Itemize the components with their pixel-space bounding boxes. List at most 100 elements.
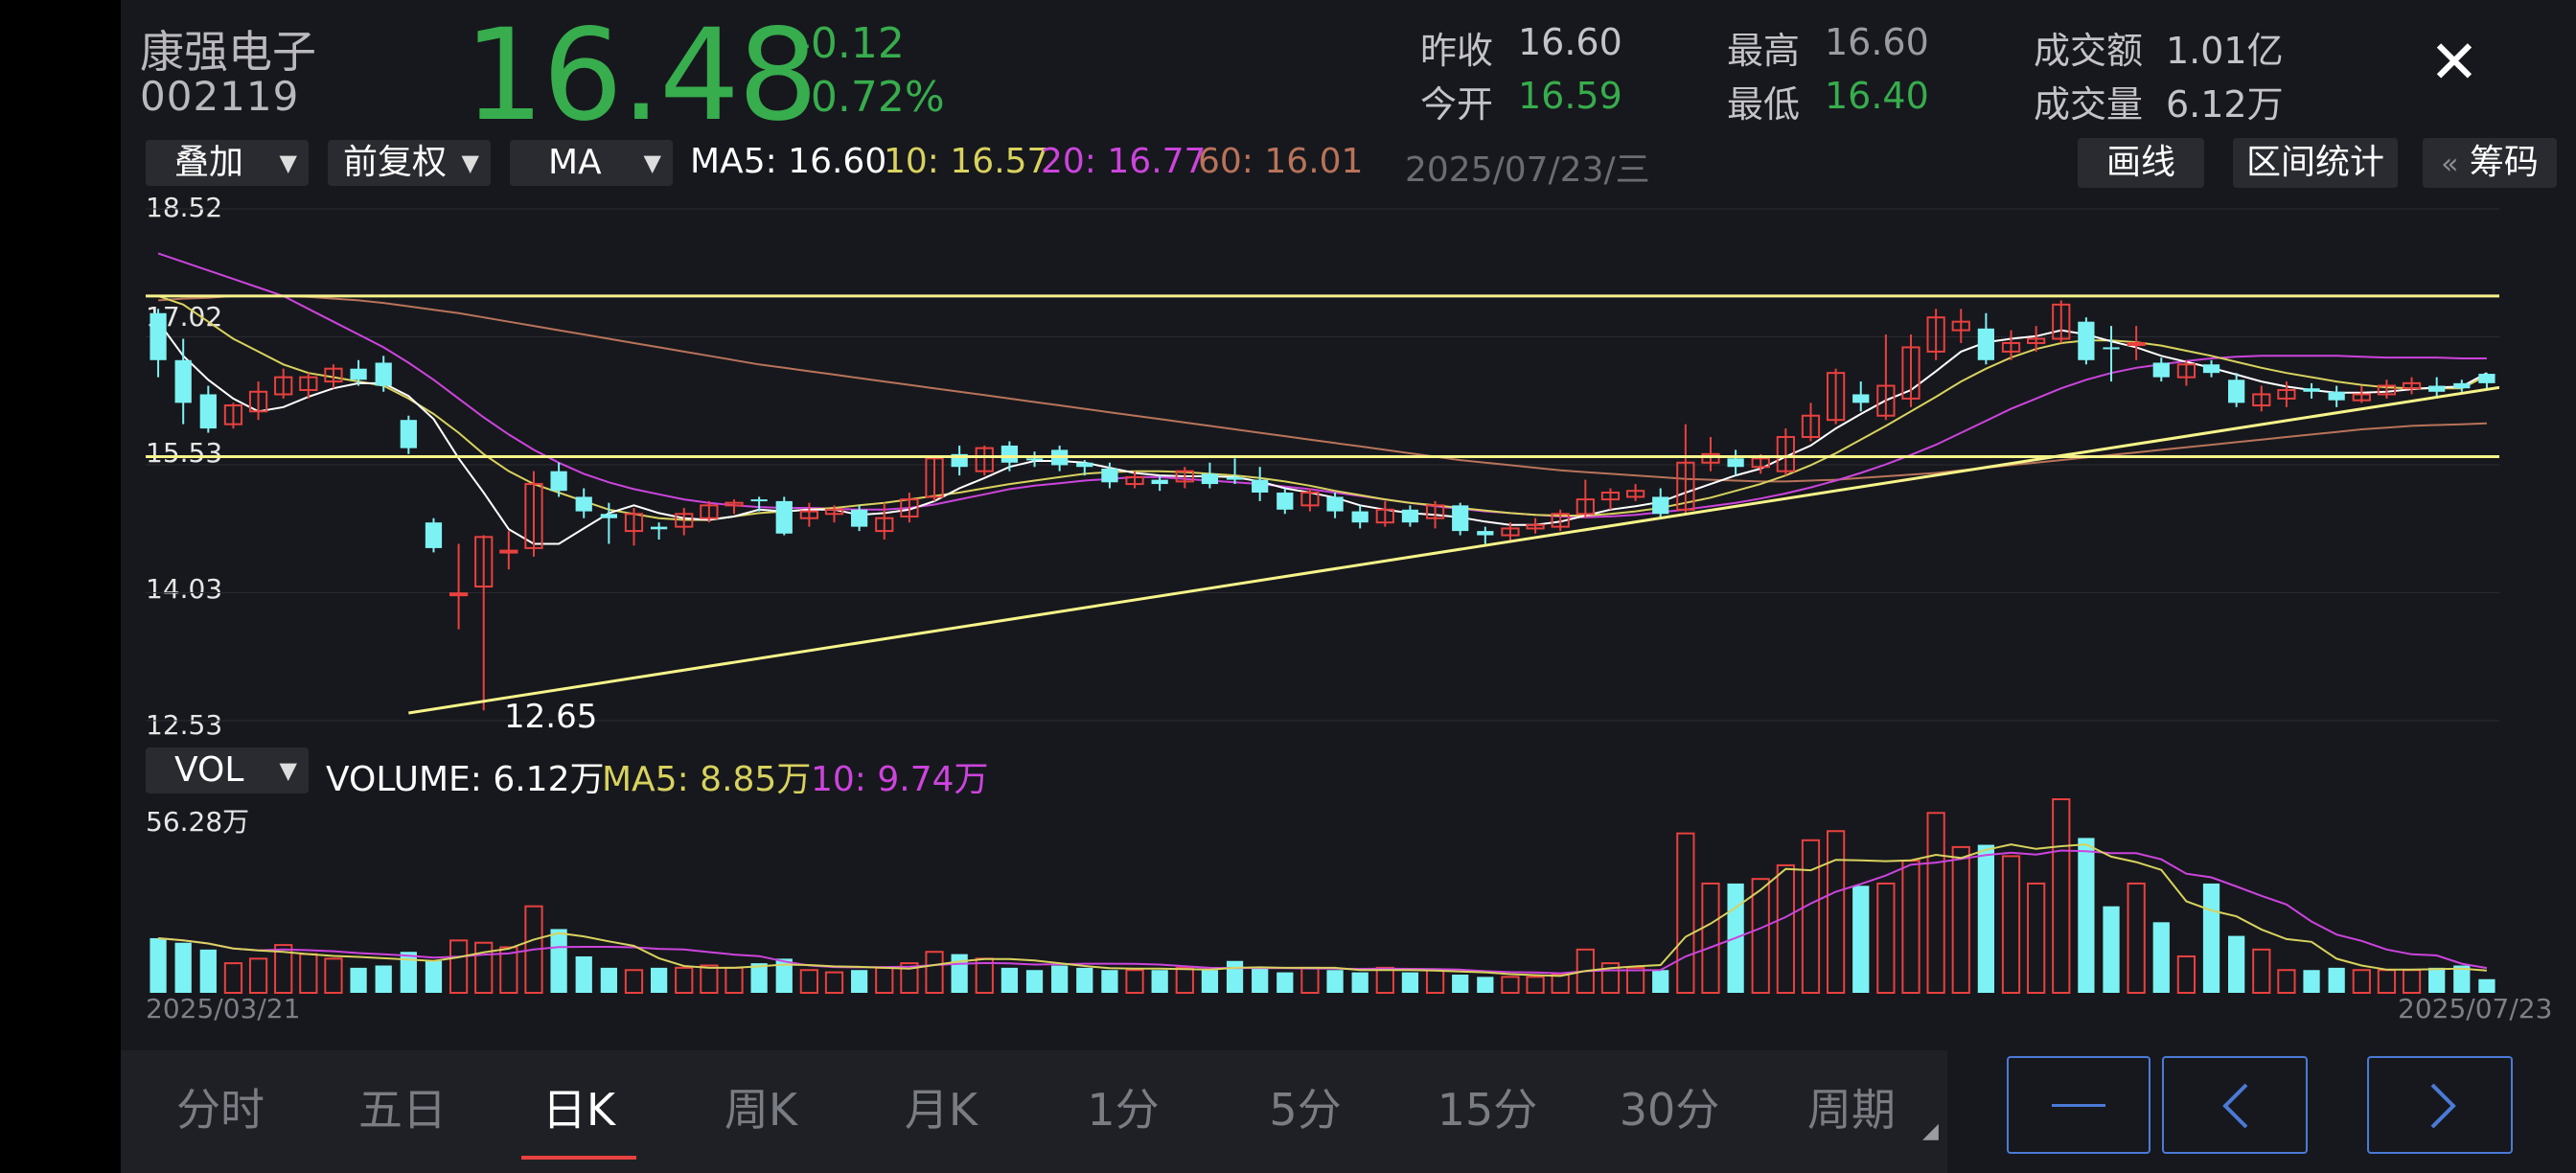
volume-bar <box>2078 838 2095 993</box>
candle-body <box>1125 475 1144 486</box>
candle-body <box>750 499 768 502</box>
candle-body <box>1201 473 1219 485</box>
next-button[interactable] <box>2367 1056 2513 1154</box>
candle-body <box>400 420 417 448</box>
candle-body <box>2252 393 2271 407</box>
candle-body <box>2328 391 2345 401</box>
volume-bar <box>2252 948 2271 995</box>
volume-bar <box>724 966 744 995</box>
tab-1[interactable]: 五日 <box>358 1084 447 1136</box>
chips-button-label: 筹码 <box>2469 143 2539 182</box>
candle-body <box>1801 414 1821 439</box>
ma60-line <box>158 294 2487 483</box>
candle-body <box>1276 492 1294 510</box>
volume-bar <box>2428 967 2446 993</box>
volume-bar <box>1526 976 1545 994</box>
volume-bar <box>2103 906 2120 993</box>
tab-4[interactable]: 月K <box>904 1084 978 1136</box>
candlestick-chart[interactable] <box>146 192 2499 742</box>
ma20-line <box>157 252 2487 518</box>
candle-body <box>2402 381 2422 390</box>
active-tab-underline <box>521 1156 636 1160</box>
indicator-dropdown[interactable]: MA ▼ <box>510 140 673 186</box>
candle-body <box>1901 346 1920 400</box>
tab-8[interactable]: 30分 <box>1619 1084 1720 1136</box>
candle-body <box>2103 347 2120 350</box>
close-icon[interactable]: ✕ <box>2429 27 2479 97</box>
tab-5[interactable]: 1分 <box>1087 1084 1160 1136</box>
candle-body <box>1852 394 1870 403</box>
candle-body <box>900 498 919 518</box>
candle-body <box>375 362 392 386</box>
open-value: 16.59 <box>1518 75 1622 117</box>
candle-body <box>474 536 494 588</box>
volume-bar <box>1600 962 1621 994</box>
date-start: 2025/03/21 <box>146 993 301 1024</box>
volume-bar <box>350 967 367 993</box>
candle-body <box>1826 372 1846 422</box>
volume-value: 6.12万 <box>2166 83 2284 126</box>
caret-down-icon: ▼ <box>279 757 297 784</box>
volume-bar <box>1701 882 1720 994</box>
candle-body <box>448 592 469 597</box>
period-tab-bar <box>121 1050 1947 1173</box>
candle-body <box>600 514 617 518</box>
caret-down-icon: ▼ <box>461 150 479 176</box>
vol-indicator-dropdown[interactable]: VOL ▼ <box>146 748 309 794</box>
turnover-label: 成交额 <box>2034 30 2144 72</box>
candle-body <box>1000 445 1019 463</box>
high-label: 最高 <box>1727 30 1801 72</box>
prev-button[interactable] <box>2162 1056 2308 1154</box>
candle-body <box>425 522 443 548</box>
volume-ma10-line <box>158 849 2488 975</box>
candle-body <box>2152 362 2170 378</box>
chips-button[interactable]: « 筹码 <box>2423 138 2557 188</box>
tab-0[interactable]: 分时 <box>176 1084 264 1136</box>
tab-9[interactable]: 周期 <box>1807 1084 1896 1136</box>
candle-body <box>1926 316 1945 353</box>
volume-bar <box>150 937 167 993</box>
tab-6[interactable]: 5分 <box>1269 1084 1342 1136</box>
volume-bar <box>900 962 919 994</box>
volume-bar <box>223 962 243 994</box>
tab-2[interactable]: 日K <box>541 1084 616 1136</box>
low-value: 16.40 <box>1825 75 1929 117</box>
volume-bar <box>299 953 318 995</box>
adjust-dropdown[interactable]: 前复权 ▼ <box>328 140 491 186</box>
volume-bar <box>1501 976 1520 994</box>
price-axis-label: 18.52 <box>146 192 223 223</box>
candle-body <box>499 549 518 554</box>
volume-bar <box>1226 960 1244 993</box>
tab-7[interactable]: 15分 <box>1437 1084 1538 1136</box>
volume-bar <box>248 957 268 994</box>
prev-close-label: 昨收 <box>1420 30 1494 72</box>
candle-body <box>724 501 744 507</box>
candle-body <box>1326 496 1344 512</box>
low-price-marker: 12.65 <box>504 698 598 736</box>
caret-down-icon: ▼ <box>643 150 661 176</box>
candle-body <box>2176 363 2196 379</box>
volume-bar <box>799 969 819 994</box>
volume-bar <box>2328 967 2345 993</box>
zoom-out-button[interactable] <box>2007 1056 2150 1154</box>
volume-bar <box>1826 830 1846 995</box>
candle-body <box>1625 490 1645 498</box>
volume-bar <box>425 960 443 993</box>
volume-chart[interactable] <box>146 795 2499 995</box>
high-value: 16.60 <box>1825 21 1929 63</box>
volume-bar <box>1276 972 1294 993</box>
candle-body <box>1101 469 1118 483</box>
minus-icon <box>2052 1104 2105 1107</box>
range-stats-button[interactable]: 区间统计 <box>2233 138 2398 188</box>
tab-3[interactable]: 周K <box>724 1084 798 1136</box>
candle-body <box>2428 385 2446 392</box>
candle-body <box>223 404 243 426</box>
volume-bar <box>1351 972 1368 993</box>
candle-body <box>524 483 543 549</box>
candle-body <box>675 513 694 528</box>
overlay-dropdown[interactable]: 叠加 ▼ <box>146 140 309 186</box>
volume-bar <box>700 964 719 994</box>
candle-body <box>1652 496 1669 515</box>
draw-line-button[interactable]: 画线 <box>2078 138 2204 188</box>
candle-body <box>174 359 192 403</box>
